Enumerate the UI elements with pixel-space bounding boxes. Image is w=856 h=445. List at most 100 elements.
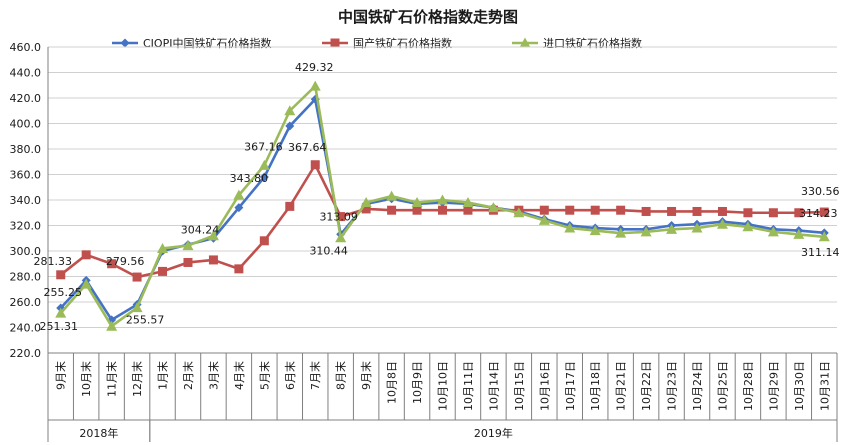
data-point xyxy=(56,270,66,280)
x-tick-label: 10月23日 xyxy=(666,361,679,411)
data-point xyxy=(615,227,627,238)
data-point xyxy=(335,232,347,243)
data-point xyxy=(667,206,677,216)
data-point xyxy=(666,223,678,234)
data-point xyxy=(259,172,269,182)
data-point xyxy=(233,189,245,200)
x-tick-label: 10月28日 xyxy=(742,361,755,411)
data-point xyxy=(258,159,270,170)
data-point xyxy=(158,266,168,276)
data-label: 343.80 xyxy=(230,172,269,185)
data-point xyxy=(80,278,92,289)
data-point xyxy=(743,208,753,218)
data-point xyxy=(234,264,244,274)
data-point xyxy=(157,242,169,253)
x-tick-label: 5月末 xyxy=(257,361,271,390)
x-tick-label: 10月15日 xyxy=(513,361,526,411)
x-tick-label: 1月末 xyxy=(156,361,170,390)
x-tick-label: 3月末 xyxy=(206,361,220,390)
y-tick-label: 300.0 xyxy=(10,245,42,258)
data-point xyxy=(412,205,422,215)
x-tick-label: 10月22日 xyxy=(640,361,653,411)
x-tick-label: 10月10日 xyxy=(437,361,450,411)
series-triangle xyxy=(55,80,830,331)
data-label: 367.16 xyxy=(244,140,283,153)
x-tick-label: 10月9日 xyxy=(411,361,424,404)
x-tick-label: 10月31日 xyxy=(818,361,831,411)
data-label: 314.23 xyxy=(799,207,838,220)
data-point xyxy=(462,197,474,208)
x-tick-label: 9月末 xyxy=(54,361,68,390)
data-label: 251.31 xyxy=(39,320,78,333)
data-point xyxy=(538,214,550,225)
data-label: 310.44 xyxy=(309,245,348,258)
data-point xyxy=(641,206,651,216)
legend-marker xyxy=(330,38,340,48)
y-tick-label: 340.0 xyxy=(10,194,42,207)
x-tick-label: 10月8日 xyxy=(386,361,399,404)
x-tick-label: 6月末 xyxy=(283,361,297,390)
data-label: 429.32 xyxy=(295,61,334,74)
data-label: 255.57 xyxy=(126,314,165,327)
legend: CIOPI中国铁矿石价格指数 国产铁矿石价格指数 进口铁矿石价格指数 xyxy=(112,36,642,50)
legend-item: 国产铁矿石价格指数 xyxy=(322,36,452,50)
chart-title: 中国铁矿石价格指数走势图 xyxy=(338,8,518,26)
y-tick-label: 320.0 xyxy=(10,220,42,233)
data-point xyxy=(590,205,600,215)
legend-marker xyxy=(519,37,531,48)
data-label: 367.64 xyxy=(288,141,327,154)
data-label: 330.56 xyxy=(801,185,840,198)
data-point xyxy=(386,190,398,201)
legend-label: 国产铁矿石价格指数 xyxy=(353,36,452,50)
data-point xyxy=(285,201,295,211)
data-point xyxy=(234,203,244,213)
y-tick-label: 380.0 xyxy=(10,143,42,156)
legend-item: CIOPI中国铁矿石价格指数 xyxy=(112,36,271,50)
x-tick-label: 10月14日 xyxy=(487,361,500,411)
y-tick-label: 400.0 xyxy=(10,118,42,131)
y-tick-label: 460.0 xyxy=(10,41,42,54)
data-point xyxy=(692,206,702,216)
y-tick-label: 360.0 xyxy=(10,169,42,182)
y-tick-label: 260.0 xyxy=(10,296,42,309)
group-label: 2019年 xyxy=(474,426,513,440)
data-point xyxy=(310,160,320,170)
legend-marker xyxy=(120,38,130,48)
y-tick-label: 280.0 xyxy=(10,271,42,284)
data-point xyxy=(767,226,779,237)
y-axis: 220.0 240.0 260.0 280.0 300.0 320.0 340.0 360.0… xyxy=(10,41,49,360)
data-point xyxy=(387,205,397,215)
data-point xyxy=(564,222,576,233)
x-tick-label: 7月末 xyxy=(308,361,322,390)
data-point xyxy=(208,255,218,265)
data-label: 311.14 xyxy=(801,246,840,259)
series-line xyxy=(59,163,825,279)
data-point xyxy=(819,207,829,217)
data-point xyxy=(360,197,372,208)
group-label: 2018年 xyxy=(79,426,118,440)
x-tick-label: 10月21日 xyxy=(615,361,628,411)
data-point xyxy=(183,257,193,267)
x-tick-label: 10月30日 xyxy=(793,361,806,411)
data-point xyxy=(717,206,727,216)
data-point xyxy=(513,207,525,218)
y-tick-label: 240.0 xyxy=(10,322,42,335)
data-point xyxy=(539,205,549,215)
data-point xyxy=(411,197,423,208)
legend-item: 进口铁矿石价格指数 xyxy=(512,36,642,50)
x-tick-label: 10月末 xyxy=(79,361,93,397)
y-tick-label: 420.0 xyxy=(10,92,42,105)
data-point xyxy=(309,80,321,91)
data-label: 279.56 xyxy=(106,255,145,268)
x-tick-label: 12月末 xyxy=(130,361,144,397)
data-label: 281.33 xyxy=(33,255,72,268)
data-point xyxy=(794,208,804,218)
x-tick-label: 10月24日 xyxy=(691,361,704,411)
x-tick-label: 10月25日 xyxy=(716,361,729,411)
data-point xyxy=(487,202,499,213)
data-point xyxy=(131,302,143,313)
x-tick-label: 10月16日 xyxy=(538,361,551,411)
x-tick-label: 10月11日 xyxy=(462,361,475,411)
data-point xyxy=(463,205,473,215)
data-label: 255.25 xyxy=(43,286,82,299)
